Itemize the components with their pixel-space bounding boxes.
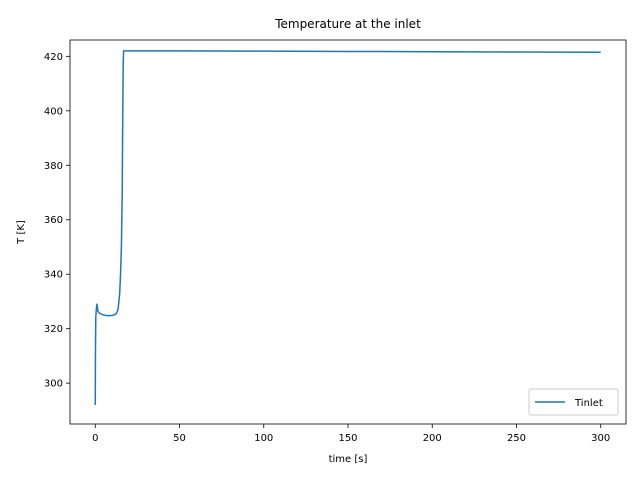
x-tick-label: 150 — [338, 433, 357, 444]
y-tick-label: 420 — [44, 52, 63, 63]
x-tick-label: 100 — [254, 433, 273, 444]
x-tick-label: 0 — [92, 433, 98, 444]
x-axis: 0 50 100 150 200 250 300 — [92, 424, 610, 444]
y-tick-label: 320 — [44, 324, 63, 335]
x-axis-label: time [s] — [329, 454, 368, 465]
legend: Tinlet — [528, 388, 619, 416]
y-tick-label: 340 — [44, 270, 63, 281]
x-tick-label: 300 — [591, 433, 610, 444]
plot-area — [94, 50, 601, 405]
y-tick-label: 400 — [44, 106, 63, 117]
series-line-tinlet — [94, 50, 601, 405]
y-tick-label: 300 — [44, 379, 63, 390]
legend-label: Tinlet — [574, 398, 603, 409]
y-tick-label: 380 — [44, 161, 63, 172]
legend-box — [528, 388, 619, 416]
y-axis: 300 320 340 360 380 400 420 — [44, 52, 70, 390]
x-tick-label: 250 — [507, 433, 526, 444]
chart-title: Temperature at the inlet — [274, 17, 421, 31]
y-tick-label: 360 — [44, 215, 63, 226]
y-axis-label: T [K] — [16, 220, 27, 245]
x-tick-label: 50 — [173, 433, 186, 444]
x-tick-label: 200 — [423, 433, 442, 444]
